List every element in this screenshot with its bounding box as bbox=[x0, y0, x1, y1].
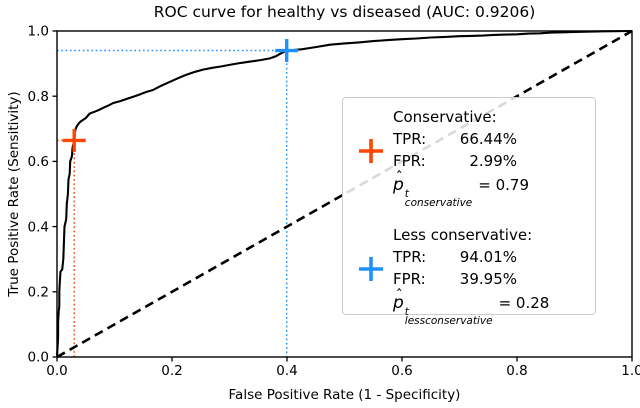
tpr-row: TPR: 94.01% bbox=[393, 246, 587, 268]
y-tick-label: 0.2 bbox=[28, 285, 49, 301]
chance-line bbox=[56, 29, 633, 359]
tpr-label: TPR: bbox=[393, 248, 427, 266]
conservative-marker-cell bbox=[349, 137, 393, 169]
formula-p: p bbox=[393, 293, 404, 313]
formula-value: = 0.79 bbox=[478, 176, 530, 194]
fpr-row: FPR: 2.99% bbox=[393, 150, 587, 172]
fpr-label: FPR: bbox=[393, 152, 426, 170]
tpr-row: TPR: 66.44% bbox=[393, 128, 587, 150]
less-conservative-marker-cell bbox=[349, 255, 393, 287]
x-tick-label: 0.0 bbox=[46, 363, 67, 379]
legend-label: Less conservative: bbox=[393, 226, 533, 244]
y-tick-label: 0.0 bbox=[28, 350, 49, 366]
x-tick-label: 0.4 bbox=[276, 363, 297, 379]
x-tick-label: 1.0 bbox=[621, 363, 640, 379]
tpr-value: 94.01% bbox=[459, 248, 517, 266]
x-axis-label: False Positive Rate (1 - Specificity) bbox=[228, 387, 461, 403]
formula-sup: t bbox=[404, 188, 409, 200]
x-tick-label: 0.2 bbox=[161, 363, 182, 379]
hat-accent: ˆ bbox=[395, 170, 403, 186]
fpr-label: FPR: bbox=[393, 270, 426, 288]
x-tick-label: 0.8 bbox=[506, 363, 527, 379]
legend-entry-less-conservative: Less conservative: TPR: 94.01% FPR: 39.9… bbox=[349, 224, 587, 326]
y-tick-label: 0.8 bbox=[28, 89, 49, 105]
tpr-label: TPR: bbox=[393, 130, 427, 148]
formula-sub: lessconservative bbox=[404, 315, 493, 327]
y-axis-label: True Positive Rate (Sensitivity) bbox=[6, 91, 22, 297]
fpr-value: 39.95% bbox=[459, 270, 517, 288]
tpr-value: 66.44% bbox=[459, 130, 517, 148]
chart-title: ROC curve for healthy vs diseased (AUC: … bbox=[153, 3, 536, 21]
y-tick-label: 1.0 bbox=[28, 24, 49, 40]
legend-label: Conservative: bbox=[393, 108, 497, 126]
fpr-value: 2.99% bbox=[469, 152, 517, 170]
formula-p: p bbox=[393, 175, 404, 195]
threshold-formula: p ˆ t conservative = 0.79 bbox=[393, 170, 587, 208]
hat-accent: ˆ bbox=[395, 288, 403, 304]
axes-frame bbox=[56, 30, 633, 358]
y-tick-label: 0.6 bbox=[28, 154, 49, 170]
threshold-formula: p ˆ t lessconservative = 0.28 bbox=[393, 288, 587, 326]
fpr-row: FPR: 39.95% bbox=[393, 268, 587, 290]
formula-value: = 0.28 bbox=[498, 294, 550, 312]
formula-sup: t bbox=[404, 306, 409, 318]
formula-sub: conservative bbox=[404, 197, 473, 209]
y-tick-label: 0.4 bbox=[28, 219, 49, 235]
plus-marker-icon bbox=[357, 255, 385, 287]
plus-marker-icon bbox=[357, 137, 385, 169]
x-tick-label: 0.6 bbox=[391, 363, 412, 379]
roc-curve bbox=[55, 29, 633, 358]
